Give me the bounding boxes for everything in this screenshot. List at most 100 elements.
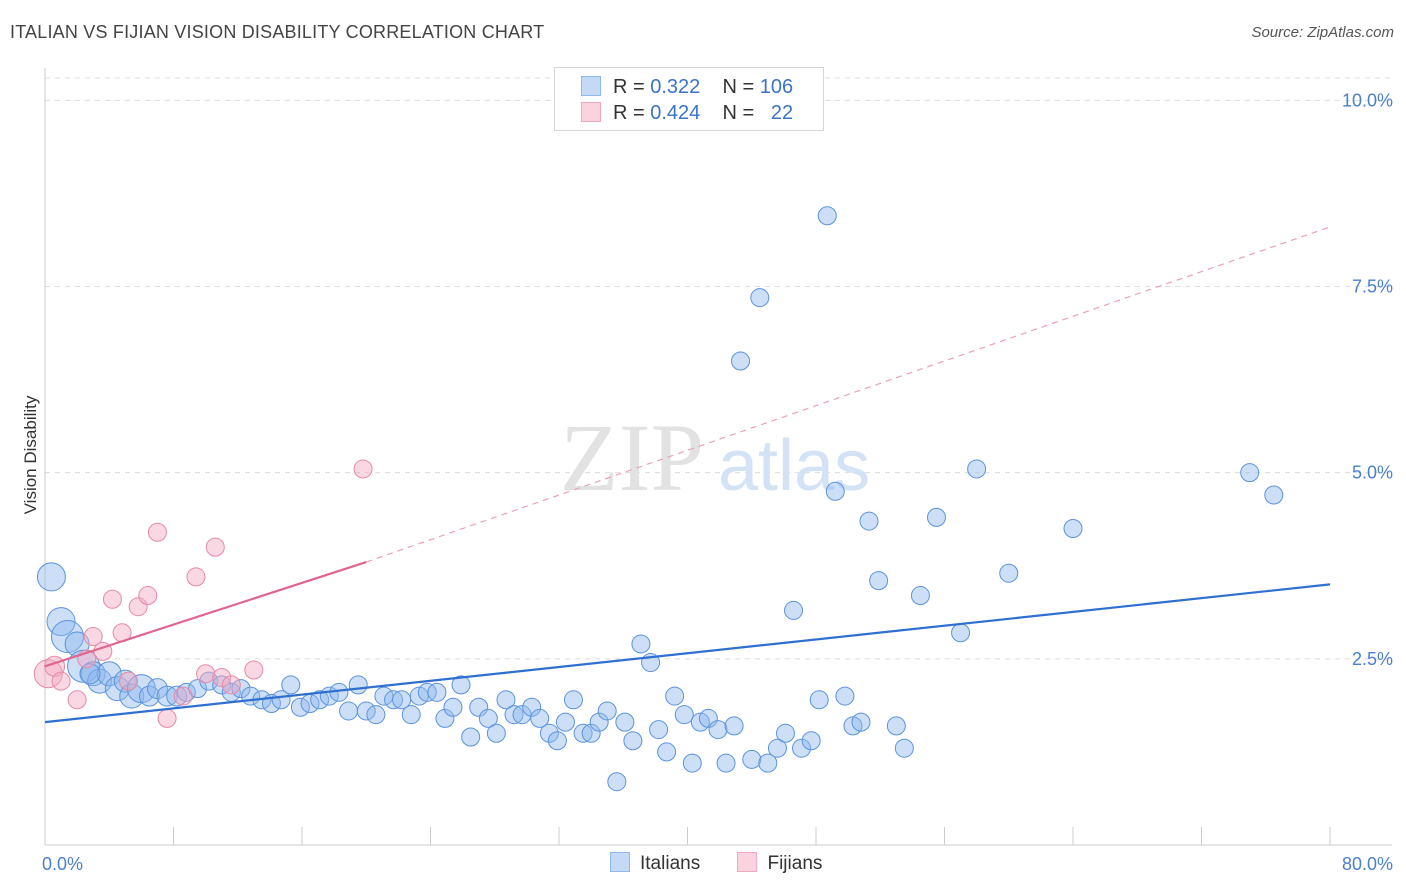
italians-point-71 (674, 705, 694, 725)
italians-point-27 (290, 697, 310, 717)
italians-point-62 (597, 701, 617, 721)
legend-item-fijians[interactable]: Fijians (737, 852, 822, 875)
fijians-point-12 (147, 522, 167, 542)
series-legend: Italians Fijians (610, 852, 854, 875)
fijians-point-16 (196, 664, 216, 684)
italians-point-68 (649, 720, 669, 740)
source-label: Source: ZipAtlas.com (1251, 24, 1394, 41)
italians-point-76 (716, 753, 736, 773)
italians-point-72 (682, 753, 702, 773)
italians-point-33 (348, 675, 368, 695)
italians-point-82 (767, 738, 787, 758)
italians-point-80 (750, 288, 770, 308)
italians-point-7 (96, 661, 122, 687)
italians-point-21 (231, 679, 251, 699)
italians-point-35 (366, 705, 386, 725)
fijians-legend-swatch (737, 852, 758, 872)
italians-point-53 (522, 697, 542, 717)
fijians-trend-line (44, 560, 367, 668)
italians-point-83 (775, 723, 795, 743)
italians-point-102 (1063, 519, 1083, 539)
italians-point-16 (176, 682, 196, 702)
watermark-atlas: atlas (718, 426, 870, 506)
stats-legend: R = 0.322 N = 106 R = 0.424 N = 22 (554, 67, 824, 131)
italians-r-label: R = (613, 76, 645, 98)
fijians-legend-label: Fijians (767, 853, 823, 874)
italians-point-90 (835, 686, 855, 706)
italians-point-69 (657, 742, 677, 762)
y-tick-label-3: 10.0% (1342, 90, 1393, 110)
italians-point-9 (113, 669, 137, 693)
italians-point-47 (469, 697, 489, 717)
fijians-point-9 (119, 671, 139, 691)
italians-point-12 (138, 685, 160, 707)
italians-point-50 (496, 690, 516, 710)
italians-point-59 (573, 723, 593, 743)
fijians-trend-extension (366, 226, 1331, 563)
y-tick-label-1: 5.0% (1352, 463, 1393, 483)
x-tick-labels: 0.0% 80.0% (42, 854, 1393, 874)
fijians-n-value: 22 (770, 102, 794, 124)
y-axis-label: Vision Disability (21, 395, 40, 514)
fijians-point-18 (212, 667, 232, 687)
italians-r-value: 0.322 (650, 76, 701, 98)
italians-point-34 (356, 701, 376, 721)
italians-point-19 (212, 675, 232, 695)
italians-point-95 (886, 716, 906, 736)
italians-point-48 (478, 708, 498, 728)
legend-row-italians: R = 0.322 N = 106 (581, 76, 793, 100)
italians-point-81 (758, 753, 778, 773)
fijians-point-15 (186, 567, 206, 587)
italians-point-15 (166, 685, 188, 707)
chart-title: ITALIAN VS FIJIAN VISION DISABILITY CORR… (10, 22, 545, 42)
italians-point-45 (451, 675, 471, 695)
italians-point-89 (825, 481, 845, 501)
fijians-point-5 (83, 626, 103, 646)
italians-point-93 (859, 511, 879, 531)
gridlines (45, 77, 1392, 660)
italians-point-66 (631, 634, 651, 654)
italians-point-86 (801, 731, 821, 751)
italians-legend-label: Italians (640, 853, 701, 874)
fijians-point-20 (244, 660, 264, 680)
italians-point-104 (1264, 485, 1284, 505)
fijians-r-value: 0.424 (650, 102, 701, 124)
x-tick-label-1: 80.0% (1342, 854, 1393, 874)
italians-point-51 (504, 705, 524, 725)
italians-point-78 (731, 351, 751, 371)
legend-item-italians[interactable]: Italians (610, 852, 700, 875)
watermark: ZIP atlas (560, 404, 870, 511)
italians-point-57 (555, 712, 575, 732)
italians-point-49 (486, 723, 506, 743)
fijians-point-11 (138, 586, 158, 606)
italians-point-103 (1240, 463, 1260, 483)
italians-point-88 (817, 206, 837, 226)
italians-point-85 (792, 738, 812, 758)
italians-point-97 (910, 586, 930, 606)
fijians-point-17 (205, 537, 225, 557)
y-tick-label-0: 2.5% (1352, 649, 1393, 669)
fijians-point-3 (67, 690, 87, 710)
watermark-zip: ZIP (560, 404, 704, 511)
italians-point-37 (384, 690, 404, 710)
legend-row-fijians: R = 0.424 N = 22 (581, 102, 793, 126)
italians-swatch (581, 76, 601, 96)
trend-lines (44, 226, 1331, 724)
y-tick-labels: 2.5% 5.0% 7.5% 10.0% (1342, 90, 1393, 668)
fijians-swatch (581, 102, 601, 122)
fijians-point-14 (173, 686, 193, 706)
italians-points (36, 206, 1284, 792)
italians-point-42 (427, 682, 447, 702)
italians-point-63 (607, 772, 627, 792)
italians-point-41 (417, 682, 437, 702)
fijians-point-21 (353, 459, 373, 479)
italians-point-60 (581, 723, 601, 743)
fijians-point-19 (221, 675, 241, 695)
y-tick-label-2: 7.5% (1352, 277, 1393, 297)
italians-trend-line (44, 583, 1331, 724)
italians-point-94 (869, 571, 889, 591)
italians-point-70 (665, 686, 685, 706)
italians-point-26 (281, 675, 301, 695)
fijians-point-7 (102, 589, 122, 609)
